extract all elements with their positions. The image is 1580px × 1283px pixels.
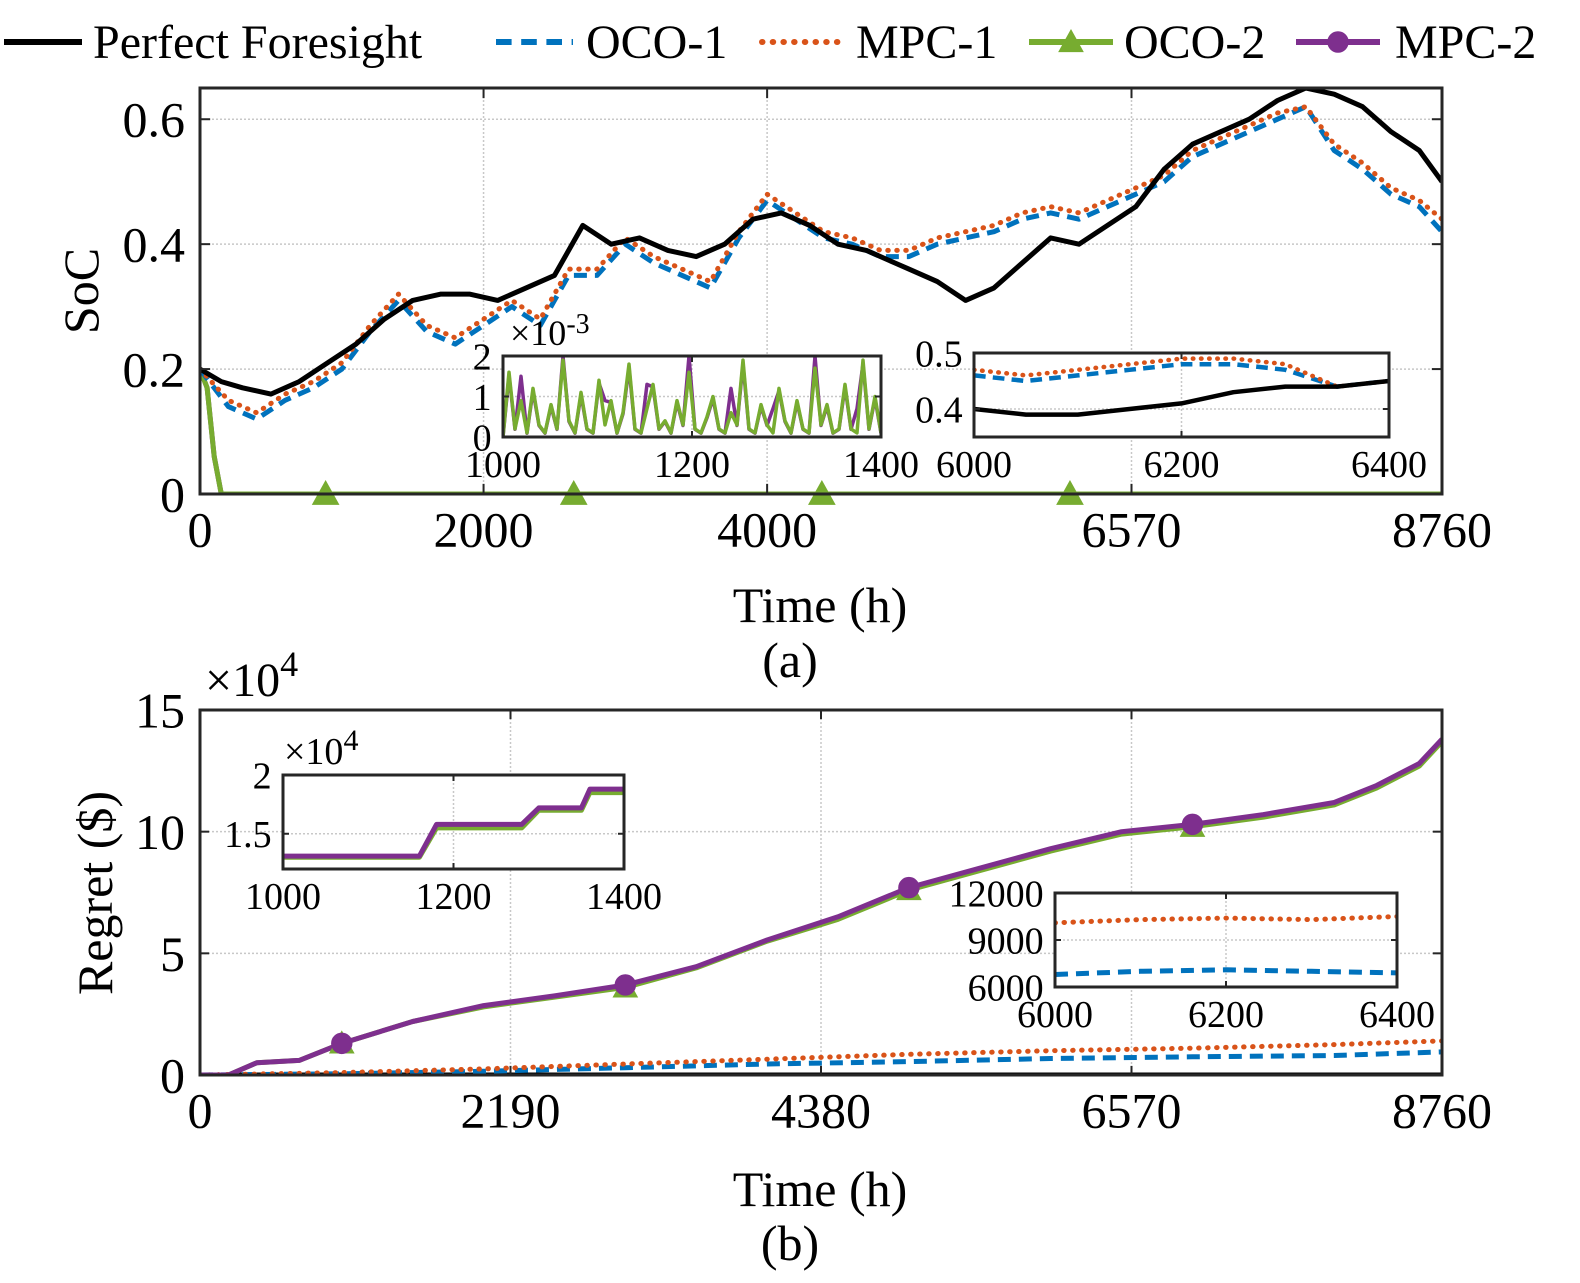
y-tick-label: 0 [160,1048,185,1104]
series-marker-mpc-2 [1181,813,1204,836]
x-tick-label: 8760 [1392,1083,1492,1139]
y-tick-label: 10 [135,804,185,860]
x-tick-label: 4380 [771,1083,871,1139]
legend-swatch-marker [1058,28,1084,53]
y-tick-label: 0.4 [915,389,963,431]
x-tick-label: 0 [188,1083,213,1139]
x-axis-label: Time (h) [733,1161,908,1217]
y-tick-label: 1.5 [224,814,272,856]
inset-exponent: 4 [343,724,358,757]
y-tick-label: 2 [253,755,272,797]
series-marker-mpc-2 [898,876,920,899]
x-tick-label: 1200 [654,444,730,486]
soc-panel: 0 2000 4000 6570 8760 0 0.2 0.4 0.6 Time (h) SoC (a… [53,86,1492,688]
x-axis-label: Time (h) [733,577,908,633]
series-line-mpc-1 [1055,914,1397,926]
legend-entry-oco-1: OCO-1 [496,16,727,69]
x-tick-label: 1000 [245,876,321,918]
x-tick-label: 6000 [1017,994,1093,1036]
legend-label: OCO-1 [586,16,727,69]
series-line-mpc-1 [200,1038,1442,1075]
x-tick-label: 4000 [717,502,817,558]
y-tick-label: 15 [135,683,185,739]
x-tick-label: 0 [188,502,213,558]
panel-caption: (b) [761,1215,819,1271]
x-tick-label: 6570 [1082,1083,1182,1139]
series-line-oco-1 [1055,967,1397,977]
panel-caption: (a) [762,632,818,688]
legend-label: OCO-2 [1124,16,1265,69]
y-tick-label: 12000 [949,873,1044,915]
x-tick-label: 1400 [843,444,919,486]
inset-exponent-label: ×10-3 [510,309,590,353]
y-tick-label: 1 [473,377,492,419]
y-tick-label: 0.6 [123,92,186,148]
y-tick-label: 6000 [968,967,1044,1009]
y-tick-label: 0.5 [915,333,963,375]
x-tick-label: 1200 [416,876,492,918]
x-tick-label: 6000 [936,444,1012,486]
exponent-label: ×104 [205,644,298,707]
x-tick-label: 2000 [434,502,534,558]
legend-label: Perfect Foresight [93,16,423,69]
x-tick-label: 2190 [461,1083,561,1139]
legend: Perfect Foresight OCO-1 MPC-1 OCO-2 MPC-2 [4,16,1536,69]
exponent: 4 [280,644,298,684]
y-axis-label: Regret ($) [67,791,123,995]
x-tick-label: 8760 [1392,502,1492,558]
series-line-oco-2 [200,368,1442,494]
series-line-mpc-2 [200,737,1442,1075]
y-tick-label: 0.2 [123,342,186,398]
series-line-perfect-foresight [974,378,1389,417]
series-line-oco-1 [200,1049,1442,1075]
x-tick-label: 6570 [1082,502,1182,558]
series-line-perfect-foresight [200,88,1442,397]
inset-exponent-label: ×104 [284,724,358,773]
x-tick-label: 6400 [1359,994,1435,1036]
legend-entry-perfect-foresight: Perfect Foresight [4,16,423,69]
y-tick-label: 9000 [968,920,1044,962]
x-tick-label: 6400 [1351,444,1427,486]
legend-label: MPC-1 [856,16,997,69]
y-axis-label: SoC [53,248,109,334]
axes-frame [198,86,1444,496]
series-marker-mpc-2 [331,1032,353,1055]
y-tick-label: 0 [473,417,492,459]
y-tick-label: 2 [473,336,492,378]
series-line-mpc-1 [974,356,1389,389]
legend-entry-oco-2: OCO-2 [1029,16,1265,69]
legend-entry-mpc-1: MPC-1 [759,16,997,69]
legend-swatch-marker [1327,31,1349,53]
series-line-oco-2 [503,358,881,437]
y-tick-label: 5 [160,926,185,982]
x-tick-label: 6200 [1144,444,1220,486]
x-tick-label: 1000 [465,444,541,486]
y-tick-label: 0 [160,467,185,523]
legend-entry-mpc-2: MPC-2 [1296,16,1536,69]
regret-panel: 0 2190 4380 6570 8760 0 5 10 15 Time (h) Regret ($… [67,644,1492,1271]
x-tick-label: 1400 [586,876,662,918]
series-line-oco-1 [200,104,1442,422]
legend-label: MPC-2 [1395,16,1536,69]
y-tick-label: 0.4 [123,217,186,273]
series-line-mpc-2 [283,786,624,859]
x-tick-label: 6200 [1188,994,1264,1036]
series-marker-mpc-2 [614,974,637,996]
inset-exponent: -3 [566,309,589,340]
